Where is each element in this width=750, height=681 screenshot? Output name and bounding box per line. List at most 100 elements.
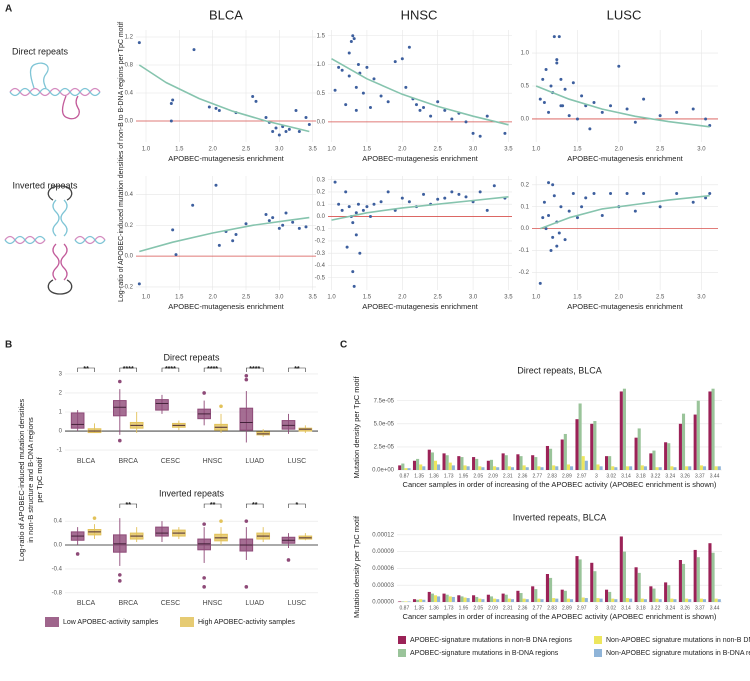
bar	[437, 464, 441, 470]
data-point	[547, 213, 551, 217]
bar	[569, 466, 574, 470]
data-point	[368, 106, 372, 110]
bar	[685, 598, 689, 602]
bar	[549, 577, 553, 602]
y-tick-label: -0.4	[315, 263, 326, 269]
x-axis-label: Cancer samples in order of increasing of…	[403, 480, 717, 489]
column-title: BLCA	[209, 7, 243, 22]
bar	[643, 466, 647, 470]
data-point	[264, 116, 268, 119]
box	[197, 538, 211, 551]
x-axis-label: APOBEC-mutagenesis enrichment	[567, 302, 683, 311]
data-point	[344, 103, 348, 107]
legend-label: High APOBEC-activity samples	[198, 619, 295, 626]
bar	[658, 599, 662, 602]
bar	[545, 574, 550, 602]
bar	[445, 455, 449, 470]
y-tick-label: 0.0	[521, 117, 530, 123]
bar	[493, 466, 497, 470]
data-point	[450, 190, 454, 194]
legend-swatch	[398, 636, 406, 644]
bar	[437, 596, 441, 602]
data-point	[277, 133, 281, 137]
data-point	[307, 123, 311, 126]
bar	[422, 466, 426, 470]
data-point	[407, 45, 411, 49]
data-point	[297, 130, 301, 133]
data-point	[169, 119, 173, 123]
data-point	[471, 131, 475, 135]
x-tick-label: 2.5	[434, 147, 443, 153]
data-point	[354, 233, 358, 237]
x-tick-label: 3.44	[710, 473, 720, 479]
significance-bracket	[119, 367, 137, 372]
bar	[619, 391, 623, 470]
data-point	[254, 99, 258, 103]
row-label: Inverted repeats	[12, 180, 78, 190]
outlier	[202, 391, 206, 395]
bar	[688, 599, 692, 602]
data-point	[567, 209, 571, 213]
y-tick-label: -1	[57, 448, 63, 454]
data-point	[443, 108, 447, 112]
bar	[578, 403, 582, 470]
data-point	[354, 211, 358, 215]
bar	[717, 466, 721, 470]
data-point	[354, 108, 358, 112]
bar	[634, 567, 638, 602]
data-point	[137, 282, 141, 286]
bar	[702, 466, 707, 470]
data-point	[400, 196, 404, 200]
bar	[404, 468, 408, 470]
legend-label: Non-APOBEC signature mutations in B-DNA …	[606, 650, 750, 657]
outlier	[118, 579, 122, 583]
data-point	[443, 196, 447, 200]
data-point	[214, 106, 218, 110]
bar	[714, 598, 718, 602]
bar	[608, 591, 612, 602]
bar	[460, 596, 464, 602]
data-point	[231, 239, 235, 243]
data-point	[559, 77, 563, 81]
outlier	[244, 519, 249, 523]
data-point	[345, 245, 349, 249]
x-axis-label: APOBEC-mutagenesis enrichment	[567, 154, 683, 163]
data-point	[284, 130, 288, 133]
y-tick-label: 0.0e+00	[372, 468, 395, 474]
bar	[673, 599, 677, 602]
bar	[416, 599, 420, 602]
data-point	[658, 114, 662, 118]
bar	[566, 598, 570, 602]
bar	[711, 552, 715, 602]
bar	[688, 466, 692, 470]
y-tick-label: 0.2	[125, 223, 134, 229]
data-point	[354, 85, 358, 89]
significance-bracket	[288, 503, 306, 508]
x-tick-label: 1.0	[142, 147, 151, 153]
y-tick-label: 0.0	[125, 119, 134, 125]
data-point	[704, 117, 708, 121]
trend-line	[331, 196, 509, 221]
bar	[667, 443, 671, 470]
x-tick-label: 3	[595, 473, 598, 479]
bar	[478, 466, 482, 470]
x-tick-label: 0.87	[400, 473, 410, 479]
data-point	[549, 249, 553, 253]
x-tick-label: 2.77	[532, 473, 542, 479]
x-tick-label: 3.0	[469, 147, 478, 153]
bar	[519, 456, 523, 470]
x-tick-label: 3.5	[308, 147, 317, 153]
data-point	[571, 192, 575, 196]
data-point	[580, 94, 584, 98]
bar	[596, 464, 600, 470]
bar	[605, 589, 609, 602]
x-tick-label: 1.36	[429, 605, 439, 611]
bar	[652, 588, 656, 602]
x-tick-label: 3.5	[504, 295, 513, 301]
y-tick-label: 2	[59, 391, 63, 397]
bar	[489, 596, 494, 602]
outlier	[202, 576, 206, 580]
bar	[448, 462, 452, 470]
data-point	[358, 251, 362, 255]
x-tick-label: 2.0	[208, 295, 217, 301]
